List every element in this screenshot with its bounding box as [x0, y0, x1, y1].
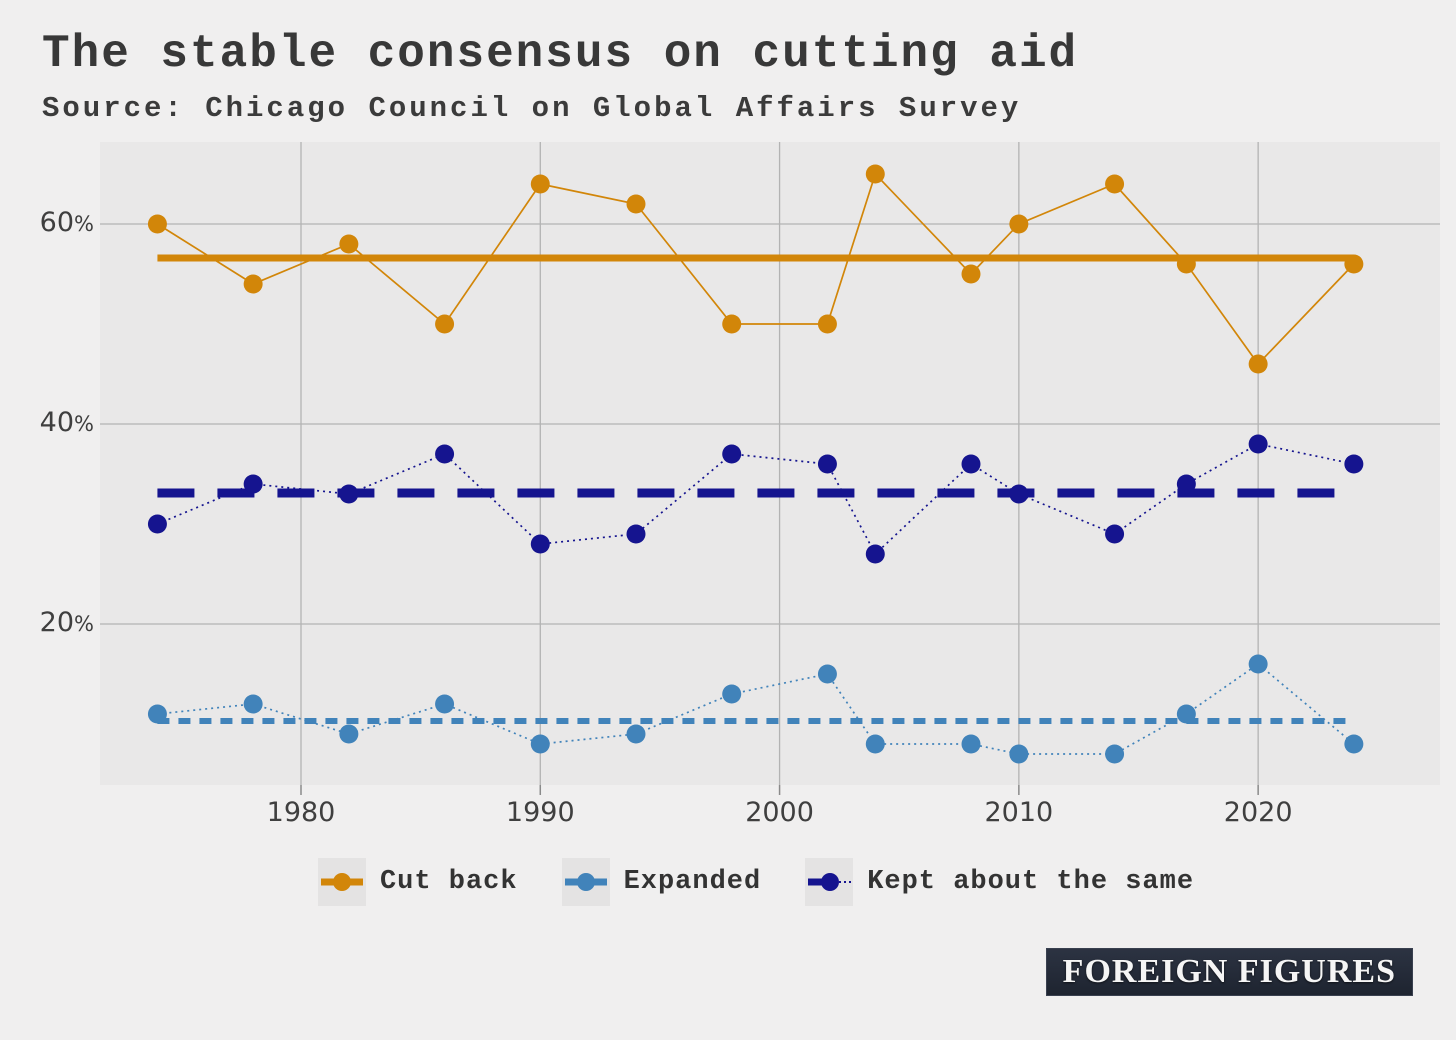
- marker-cut-back-1982: [339, 234, 359, 254]
- marker-kept-about-the-same-1986: [435, 444, 455, 464]
- series-line-expanded: [157, 662, 1355, 755]
- series-mean-lines: [157, 254, 1354, 724]
- series-markers: [147, 164, 1364, 764]
- legend: Cut back Expanded Kept about the same: [28, 858, 1456, 906]
- x-tick-label: 1980: [266, 797, 336, 828]
- marker-cut-back-1994: [626, 194, 646, 214]
- marker-cut-back-2017: [1176, 254, 1196, 274]
- foreign-figures-logo: FOREIGN FIGURES: [1045, 948, 1413, 996]
- marker-kept-about-the-same-2020: [1248, 434, 1268, 454]
- marker-expanded-2002: [817, 664, 837, 684]
- chart-title: The stable consensus on cutting aid: [42, 28, 1079, 80]
- marker-cut-back-2004: [865, 164, 885, 184]
- marker-kept-about-the-same-2024: [1344, 454, 1364, 474]
- legend-item-expanded: Expanded: [561, 858, 762, 906]
- x-tick-label: 2010: [984, 797, 1054, 828]
- series-line-kept-about-the-same: [157, 443, 1355, 556]
- marker-cut-back-1978: [243, 274, 263, 294]
- marker-kept-about-the-same-1998: [722, 444, 742, 464]
- legend-dot: [332, 873, 351, 891]
- marker-kept-about-the-same-2004: [865, 544, 885, 564]
- marker-cut-back-2024: [1344, 254, 1364, 274]
- marker-cut-back-2020: [1248, 354, 1268, 374]
- legend-item-cut-back: Cut back: [317, 858, 518, 906]
- y-tick-label: 20%: [39, 607, 94, 638]
- legend-marker-cut-back-icon: [317, 858, 366, 906]
- marker-cut-back-2014: [1105, 174, 1125, 194]
- marker-kept-about-the-same-1978: [243, 474, 263, 494]
- y-tick-label: 40%: [39, 407, 94, 438]
- marker-expanded-2008: [961, 734, 981, 754]
- marker-expanded-2014: [1105, 744, 1125, 764]
- marker-cut-back-2008: [961, 264, 981, 284]
- marker-kept-about-the-same-2002: [817, 454, 837, 474]
- gridlines: [100, 142, 1440, 785]
- legend-item-kept-same: Kept about the same: [805, 858, 1194, 906]
- legend-label-expanded: Expanded: [623, 867, 762, 897]
- marker-kept-about-the-same-2017: [1176, 474, 1196, 494]
- marker-expanded-2024: [1344, 734, 1364, 754]
- marker-expanded-1982: [339, 724, 359, 744]
- marker-kept-about-the-same-2010: [1009, 484, 1029, 504]
- x-tick-label: 2020: [1223, 797, 1293, 828]
- marker-expanded-2020: [1248, 654, 1268, 674]
- marker-expanded-1998: [722, 684, 742, 704]
- marker-cut-back-1998: [722, 314, 742, 334]
- x-tick-label: 2000: [745, 797, 814, 828]
- marker-expanded-1990: [530, 734, 550, 754]
- legend-label-kept-same: Kept about the same: [867, 867, 1195, 897]
- x-tick-label: 1990: [505, 797, 575, 828]
- legend-label-cut-back: Cut back: [379, 867, 518, 897]
- chart-source: Source: Chicago Council on Global Affair…: [42, 92, 1022, 125]
- marker-expanded-2004: [865, 734, 885, 754]
- plot-svg: [100, 142, 1440, 795]
- marker-cut-back-1974: [147, 214, 167, 234]
- marker-kept-about-the-same-2008: [961, 454, 981, 474]
- marker-expanded-1986: [435, 694, 455, 714]
- marker-expanded-1974: [147, 704, 167, 724]
- marker-expanded-1994: [626, 724, 646, 744]
- marker-kept-about-the-same-1994: [626, 524, 646, 544]
- marker-kept-about-the-same-1990: [530, 534, 550, 554]
- legend-dot: [576, 873, 595, 891]
- marker-kept-about-the-same-1974: [147, 514, 167, 534]
- marker-cut-back-1990: [530, 174, 550, 194]
- marker-expanded-2010: [1009, 744, 1029, 764]
- y-tick-label: 60%: [39, 207, 94, 238]
- series-line-cut-back: [156, 172, 1355, 366]
- marker-expanded-1978: [243, 694, 263, 714]
- axis-tick-marks: [300, 785, 1259, 795]
- marker-kept-about-the-same-1982: [339, 484, 359, 504]
- legend-dot: [821, 873, 840, 891]
- legend-marker-kept-same-icon: [805, 858, 854, 906]
- marker-kept-about-the-same-2014: [1105, 524, 1125, 544]
- plot-panel: [100, 142, 1440, 795]
- marker-expanded-2017: [1176, 704, 1196, 724]
- marker-cut-back-2010: [1009, 214, 1029, 234]
- marker-cut-back-1986: [435, 314, 455, 334]
- marker-cut-back-2002: [817, 314, 837, 334]
- legend-marker-expanded-icon: [561, 858, 610, 906]
